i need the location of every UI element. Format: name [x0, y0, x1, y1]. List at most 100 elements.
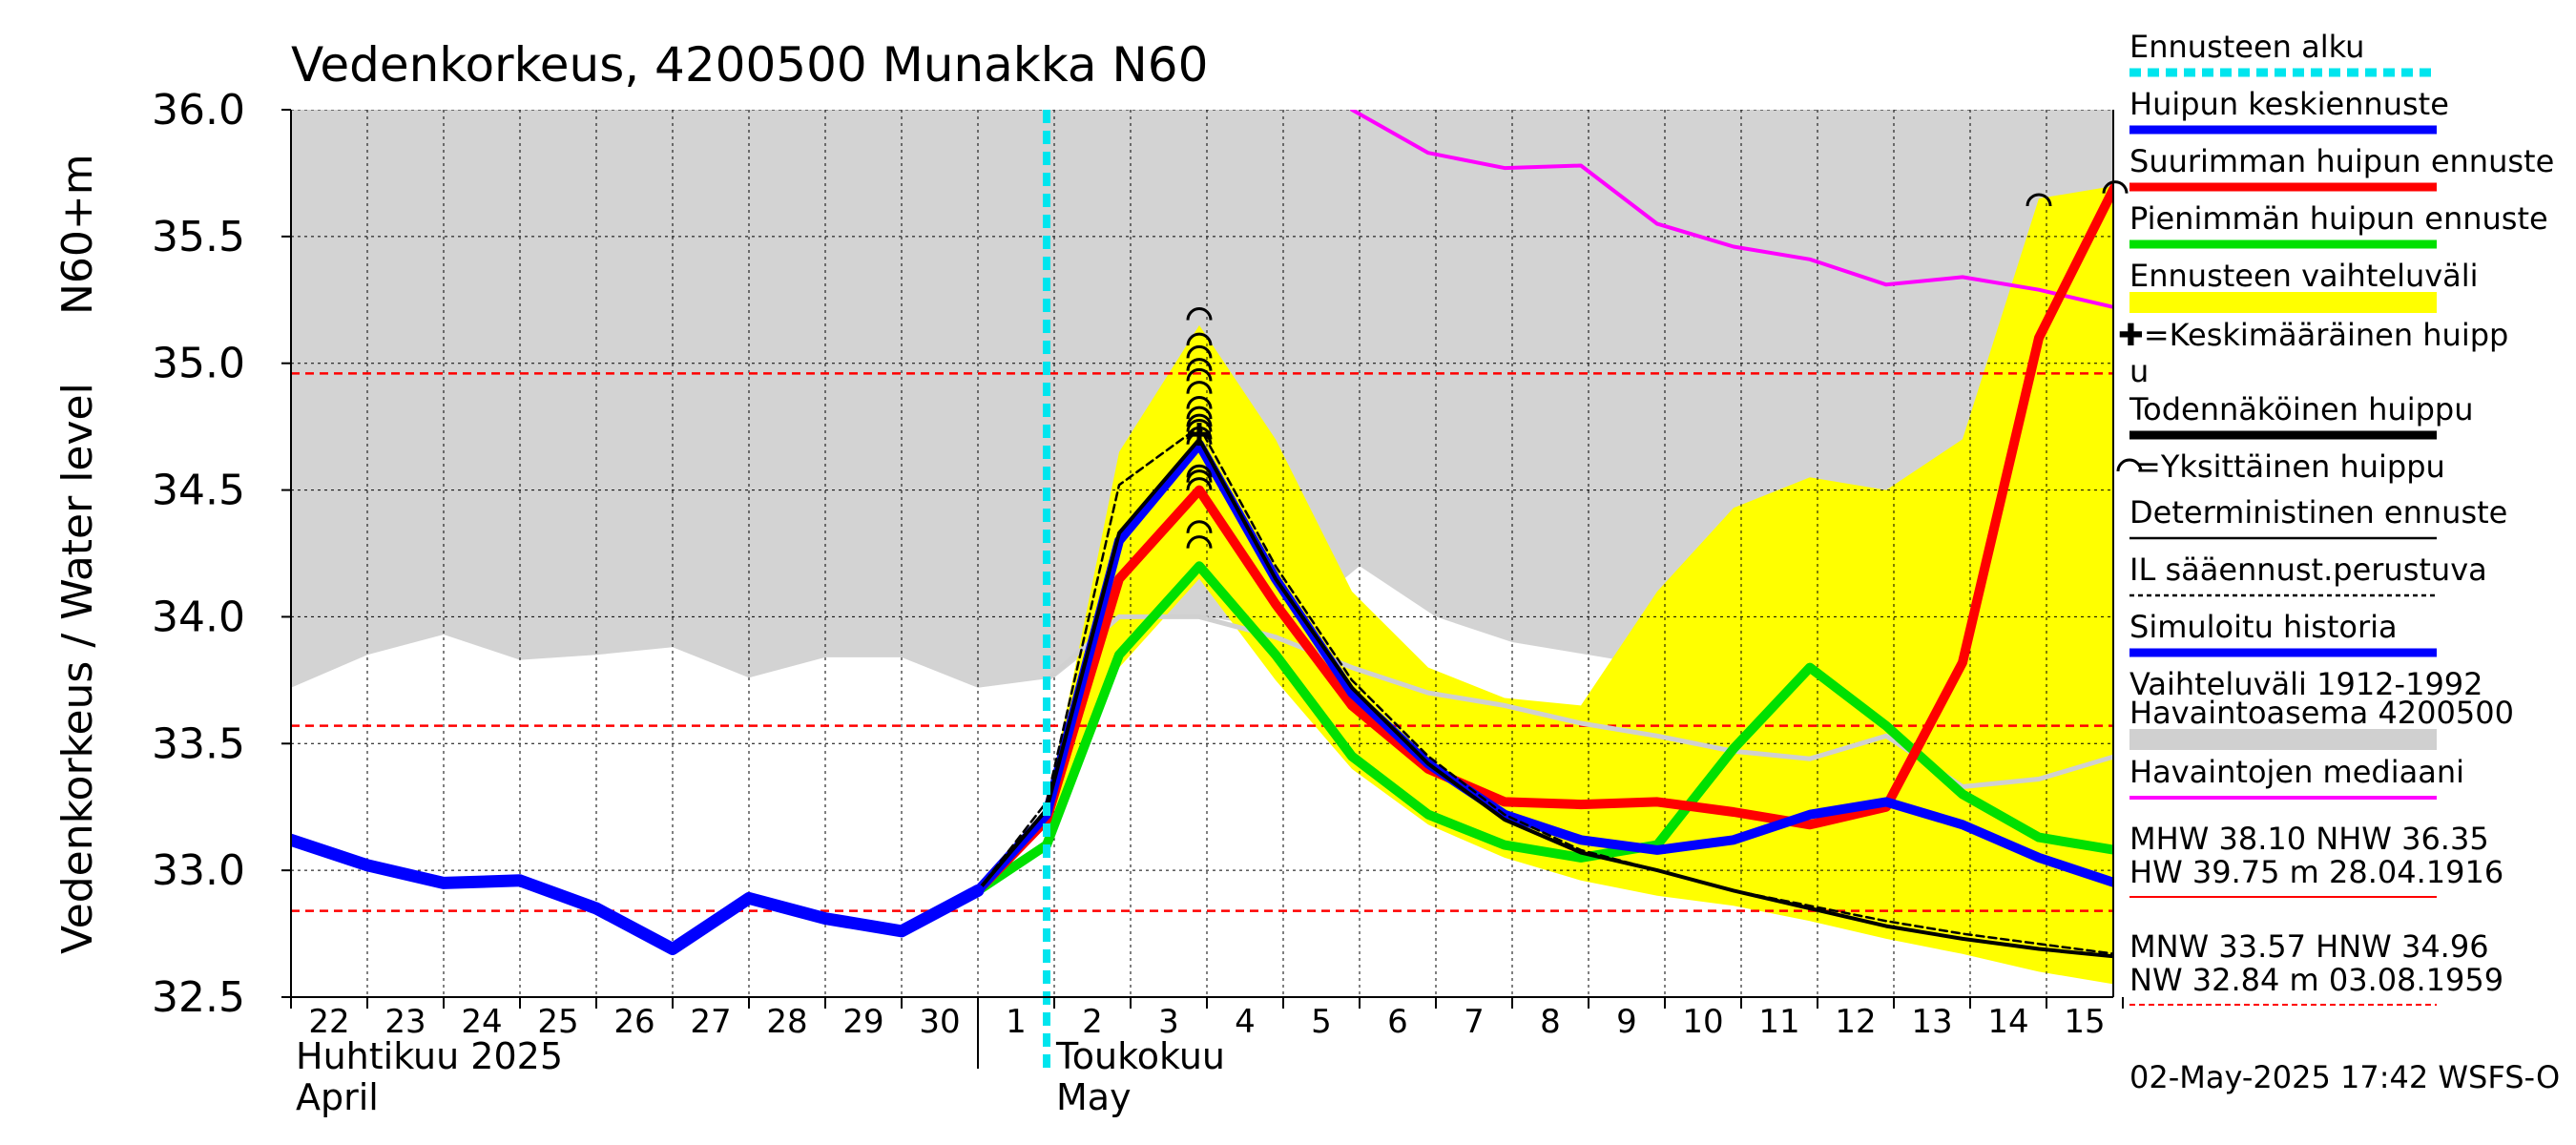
single-peak-marker [1186, 477, 1213, 490]
y-tick-label: 34.0 [152, 593, 245, 641]
x-tick-label: 12 [1835, 1003, 1876, 1041]
x-tick-label: 23 [384, 1003, 426, 1041]
legend-item: Vaihteluväli 1912-1992 [2129, 666, 2483, 702]
legend-label: Vaihteluväli 1912-1992 [2129, 666, 2483, 702]
single-peak-marker [1186, 358, 1213, 371]
single-peak-marker [1186, 413, 1213, 427]
legend-swatch [2129, 729, 2437, 750]
x-tick-label: 15 [2064, 1003, 2105, 1041]
single-peak-marker [1186, 520, 1213, 533]
legend-item: Todennäköinen huippu [2129, 391, 2474, 440]
y-tick-label: 33.5 [152, 719, 245, 768]
x-tick-label: 2 [1082, 1003, 1103, 1041]
x-tick-label: 13 [1911, 1003, 1952, 1041]
y-tick-label: 35.0 [152, 340, 245, 388]
stats-line2: HW 39.75 m 28.04.1916 [2129, 854, 2503, 890]
x-tick-label: 5 [1311, 1003, 1332, 1041]
legend-item: Huipun keskiennuste [2129, 86, 2449, 135]
x-tick-label: 24 [461, 1003, 502, 1041]
x-tick-label: 30 [919, 1003, 960, 1041]
legend-label: ✚=Keskimääräinen huipp [2118, 317, 2508, 353]
single-peak-marker [2102, 180, 2129, 194]
x-tick-label: 4 [1235, 1003, 1256, 1041]
single-peak-marker [2025, 193, 2052, 207]
legend-label: Ennusteen alku [2129, 29, 2364, 65]
series-line-3 [973, 561, 2113, 896]
x-tick-label: 27 [690, 1003, 731, 1041]
single-peak-marker [1186, 332, 1213, 346]
single-peak-marker [1186, 469, 1213, 483]
series-line-0 [1350, 110, 2113, 309]
legend-label-wrap: u [2129, 353, 2149, 389]
legend-label: Huipun keskiennuste [2129, 86, 2449, 122]
single-peak-marker [1186, 396, 1213, 409]
legend-label: IL sääennust.perustuva [2129, 552, 2487, 588]
x-tick-label: 9 [1616, 1003, 1637, 1041]
x-tick-label: 11 [1758, 1003, 1799, 1041]
x-month-label-en: April [296, 1076, 379, 1118]
x-tick-label: 8 [1540, 1003, 1561, 1041]
y-axis-unit: N60+m [53, 154, 102, 315]
x-tick-label: 29 [842, 1003, 883, 1041]
x-tick-label: 1 [1006, 1003, 1027, 1041]
chart-title: Vedenkorkeus, 4200500 Munakka N60 [291, 37, 1208, 93]
legend-label: Havaintoasema 4200500 [2129, 695, 2514, 731]
legend-swatch [2129, 292, 2437, 313]
legend-item: Ennusteen vaihteluväli [2129, 258, 2479, 313]
single-peak-marker [1186, 464, 1213, 478]
x-month-label-fi: Toukokuu [1055, 1035, 1225, 1077]
x-tick-label: 7 [1464, 1003, 1485, 1041]
legend-label: Todennäköinen huippu [2129, 391, 2474, 427]
legend-item: =Yksittäinen huippu [2116, 448, 2445, 485]
series-line-5 [973, 439, 2113, 896]
forecast-range-band [1047, 186, 2113, 985]
x-tick-label: 10 [1682, 1003, 1723, 1041]
single-peak-marker [1186, 418, 1213, 432]
single-peak-marker [1186, 367, 1213, 382]
y-axis-label: Vedenkorkeus / Water level [53, 383, 102, 954]
legend-item: Simuloitu historia [2129, 609, 2437, 657]
single-peak-marker [1186, 381, 1213, 394]
single-peak-marker [1186, 406, 1213, 420]
x-tick-label: 25 [537, 1003, 578, 1041]
legend-item: Deterministinen ennuste [2129, 494, 2507, 540]
x-month-label-en: May [1056, 1076, 1132, 1118]
stats-line1: MHW 38.10 NHW 36.35 [2129, 821, 2489, 857]
single-peak-marker [1186, 344, 1213, 359]
legend-item: Ennusteen alku [2129, 29, 2437, 77]
y-tick-label: 34.5 [152, 467, 245, 515]
series-line-6 [976, 425, 2113, 955]
y-tick-label: 32.5 [152, 973, 245, 1022]
x-tick-label: 22 [308, 1003, 349, 1041]
legend-label: Suurimman huipun ennuste [2129, 143, 2554, 179]
stats-line1: MNW 33.57 HNW 34.96 [2129, 928, 2489, 965]
x-tick-label: 6 [1387, 1003, 1408, 1041]
y-tick-label: 33.0 [152, 846, 245, 895]
legend-label: =Yksittäinen huippu [2135, 448, 2445, 485]
legend-label: Simuloitu historia [2129, 609, 2398, 645]
x-tick-label: 14 [1987, 1003, 2028, 1041]
y-tick-label: 36.0 [152, 86, 245, 135]
series-line-4 [973, 181, 2113, 896]
plot-content [291, 110, 2113, 997]
mean-peak-marker [1188, 423, 1211, 447]
legend-item: Havaintoasema 4200500 [2129, 695, 2514, 750]
legend-label: Deterministinen ennuste [2129, 494, 2507, 531]
legend-item: ✚=Keskimääräinen huippu [2118, 317, 2508, 389]
x-tick-label: 26 [613, 1003, 654, 1041]
legend-label: Havaintojen mediaani [2129, 754, 2464, 790]
legend-label: Pienimmän huipun ennuste [2129, 200, 2548, 237]
footer-timestamp: 02-May-2025 17:42 WSFS-O [2129, 1059, 2560, 1095]
x-tick-label: 3 [1158, 1003, 1179, 1041]
legend: Ennusteen alku Huipun keskiennuste Suurimm… [2116, 29, 2554, 1006]
single-peak-marker [1186, 307, 1213, 321]
series-line-7 [976, 437, 2113, 959]
legend-item: Pienimmän huipun ennuste [2129, 200, 2548, 249]
series-line-8 [291, 833, 985, 955]
legend-item: Havaintojen mediaani [2129, 754, 2464, 800]
legend-label: Ennusteen vaihteluväli [2129, 258, 2479, 294]
single-peak-icon [2116, 458, 2143, 472]
